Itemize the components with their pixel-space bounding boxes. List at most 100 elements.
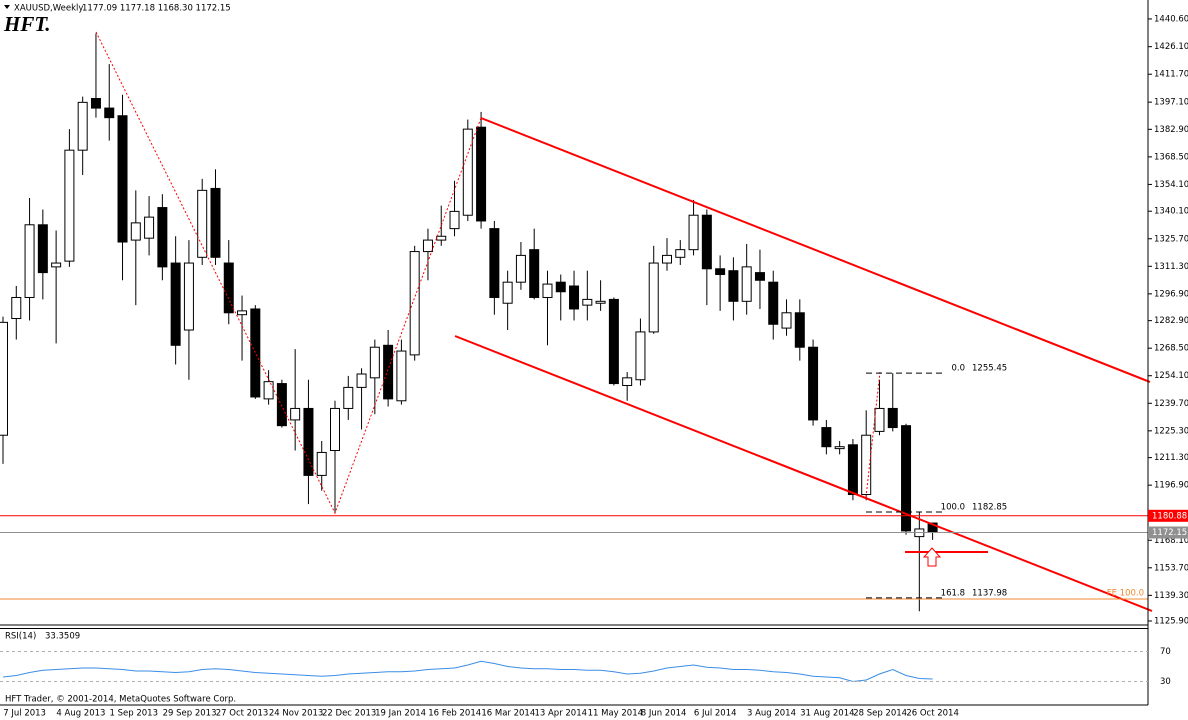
candle-body <box>51 262 62 268</box>
y-tick-label: 1397.10 <box>1154 98 1188 108</box>
y-tick-label: 1139.30 <box>1154 591 1188 601</box>
candle-body <box>197 189 208 258</box>
candle-body <box>250 308 261 398</box>
y-tick-label: 1225.30 <box>1154 426 1188 436</box>
candle-body <box>223 262 234 314</box>
candle-body <box>449 210 460 230</box>
fib-ratio: 100.0 <box>941 503 965 513</box>
candle-body <box>901 425 912 532</box>
candle-body <box>383 344 394 400</box>
candle-body <box>874 407 885 432</box>
fib-price: 1182.85 <box>972 503 1007 513</box>
candle-body <box>64 149 75 262</box>
candle-body <box>515 254 526 283</box>
x-tick-label: 13 Apr 2014 <box>534 709 587 719</box>
candle-body <box>237 310 248 316</box>
candle-body <box>117 115 128 243</box>
candle-body <box>263 381 274 400</box>
y-tick-label: 1296.90 <box>1154 289 1188 299</box>
candle-body <box>569 285 580 310</box>
y-tick-label: 1325.70 <box>1154 234 1188 244</box>
candle-body <box>369 346 380 379</box>
candle-body <box>343 386 354 409</box>
candle-body <box>529 249 540 298</box>
candle-body <box>11 296 22 320</box>
x-tick-label: 7 Jul 2013 <box>3 709 46 719</box>
rsi-line <box>2 660 933 683</box>
candle-body <box>502 281 513 304</box>
candle-body <box>688 214 699 251</box>
candle-body <box>476 126 487 222</box>
candle-body <box>861 434 872 496</box>
up-arrow <box>922 547 942 567</box>
price-box <box>1148 509 1188 522</box>
candle-body <box>794 312 805 348</box>
annotations: FE 100.0 0.0 1255.45 100.0 1182.85 161.8 1137.… <box>0 31 1153 612</box>
candle-body <box>555 281 566 293</box>
y-tick-label: 1196.90 <box>1154 481 1188 491</box>
candle-body <box>582 298 593 306</box>
price-box-label: 1172.15 <box>1152 528 1187 538</box>
candle-body <box>847 444 858 496</box>
candle-body <box>595 300 606 304</box>
menu-triangle <box>4 5 10 9</box>
y-tick-label: 1426.10 <box>1154 42 1188 52</box>
zigzag-line <box>865 371 881 498</box>
x-tick-label: 4 Aug 2013 <box>56 709 105 719</box>
x-tick-label: 11 May 2014 <box>588 709 643 719</box>
candle-body <box>728 270 739 302</box>
rsi-tick-label: 30 <box>1160 677 1171 687</box>
candle-body <box>37 224 48 274</box>
x-tick-label: 16 Feb 2014 <box>428 709 481 719</box>
candle-body <box>356 373 367 388</box>
candle-body <box>290 407 301 421</box>
candle-body <box>701 214 712 270</box>
price-box <box>1148 526 1188 539</box>
x-tick-label: 3 Aug 2014 <box>747 709 796 719</box>
rsi-label: RSI(14) <box>5 632 36 642</box>
x-tick-label: 27 Oct 2013 <box>216 709 269 719</box>
candle-body <box>648 262 659 333</box>
zigzag-line <box>95 31 482 515</box>
ohlc-header: 1177.09 1177.18 1168.30 1172.15 <box>82 4 231 14</box>
y-tick-label: 1153.70 <box>1154 563 1188 573</box>
candle-body <box>396 350 407 402</box>
candle-body <box>635 331 646 381</box>
candle-body <box>662 254 672 264</box>
plot-marks <box>0 33 938 683</box>
candle-body <box>104 107 115 119</box>
x-tick-label: 31 Aug 2014 <box>800 709 854 719</box>
fib-ratio: 161.8 <box>941 588 965 598</box>
candle-body <box>90 98 101 109</box>
price-box-label: 1180.88 <box>1152 511 1187 521</box>
candle-body <box>754 272 765 281</box>
footer: HFT Trader, © 2001-2014, MetaQuotes Soft… <box>5 695 236 705</box>
candle-body <box>462 128 473 216</box>
y-tick-label: 1254.10 <box>1154 371 1188 381</box>
fib-price: 1137.98 <box>972 588 1007 598</box>
candle-body <box>130 222 141 241</box>
logo: HFT. <box>3 12 51 36</box>
candle-body <box>834 446 845 450</box>
candle-body <box>887 407 898 429</box>
x-tick-label: 26 Oct 2014 <box>906 709 959 719</box>
candle-body <box>542 283 553 298</box>
y-tick-label: 1440.60 <box>1154 14 1188 24</box>
candle-body <box>422 239 433 253</box>
x-tick-label: 22 Dec 2013 <box>322 709 376 719</box>
frame <box>0 0 1149 706</box>
y-tick-label: 1239.70 <box>1154 399 1188 409</box>
x-tick-label: 16 Mar 2014 <box>481 709 535 719</box>
candle-body <box>144 216 155 239</box>
x-tick-label: 29 Sep 2013 <box>163 709 217 719</box>
candle-body <box>77 101 88 151</box>
candle-body <box>0 321 8 436</box>
x-tick-label: 24 Nov 2013 <box>269 709 323 719</box>
candle-body <box>715 268 726 276</box>
candle-body <box>808 346 819 421</box>
y-tick-label: 1340.10 <box>1154 207 1188 217</box>
y-tick-label: 1382.90 <box>1154 125 1188 135</box>
channel-upper <box>480 117 1151 383</box>
